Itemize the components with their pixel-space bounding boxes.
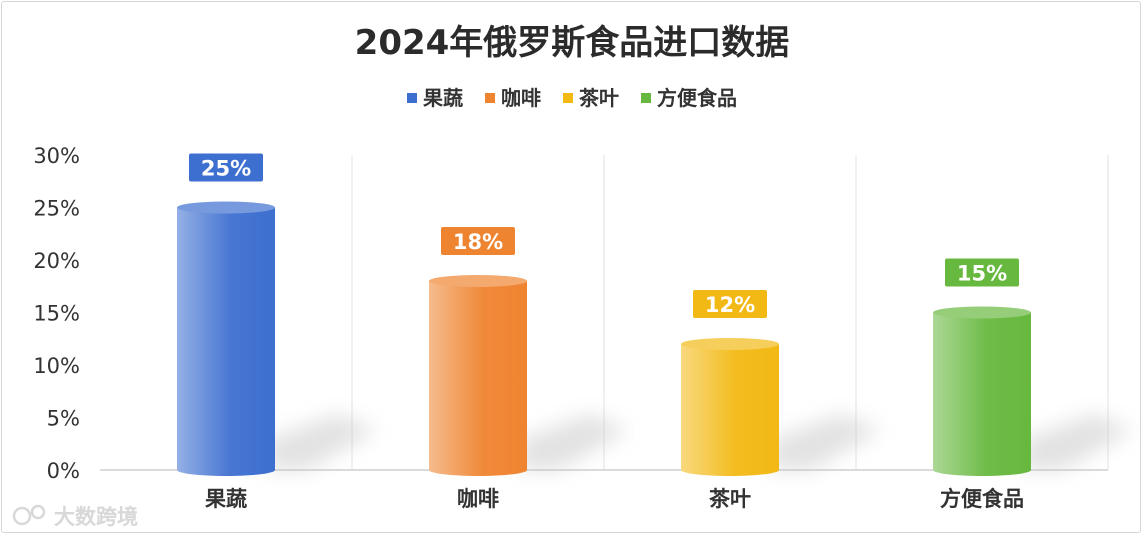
- bar-shadow: [1023, 414, 1133, 470]
- y-tick-label: 5%: [47, 407, 80, 431]
- value-label-box: [189, 153, 263, 182]
- value-label-box: [945, 258, 1019, 287]
- bar-shadow: [267, 414, 377, 470]
- legend-item: 咖啡: [485, 86, 541, 110]
- value-label: 25%: [201, 157, 251, 181]
- bar-cap: [429, 275, 527, 287]
- y-tick-label: 15%: [33, 302, 80, 326]
- y-tick-label: 25%: [33, 197, 80, 221]
- y-tick-label: 20%: [33, 249, 80, 273]
- value-label: 12%: [705, 293, 755, 317]
- x-tick-label: 果蔬: [205, 487, 247, 511]
- bar-body: [429, 281, 527, 476]
- value-label: 15%: [957, 262, 1007, 286]
- bars: 25% 18% 12% 15%: [177, 153, 1133, 476]
- x-axis: 果蔬 咖啡 茶叶 方便食品: [205, 487, 1024, 511]
- watermark-text: 大数跨境: [54, 505, 138, 529]
- value-label: 18%: [453, 230, 503, 254]
- bar: 25%: [177, 153, 377, 476]
- bar: 12%: [681, 290, 881, 476]
- bar-body: [681, 344, 779, 476]
- bar-body: [933, 312, 1031, 476]
- bar: 18%: [429, 227, 629, 476]
- legend-item: 果蔬: [407, 86, 463, 110]
- bar: 15%: [933, 258, 1133, 476]
- watermark-logo-icon: [12, 506, 32, 526]
- chart-title: 2024年俄罗斯食品进口数据: [355, 23, 790, 63]
- y-axis: 0% 5% 10% 15% 20% 25% 30%: [33, 144, 80, 483]
- legend-label: 咖啡: [501, 86, 541, 110]
- legend-swatch: [563, 93, 573, 103]
- x-tick-label: 茶叶: [709, 487, 751, 511]
- legend-label: 茶叶: [579, 86, 619, 110]
- bar-body: [177, 207, 275, 476]
- y-tick-label: 0%: [47, 459, 80, 483]
- watermark: 大数跨境: [12, 504, 138, 529]
- legend-label: 方便食品: [657, 86, 737, 110]
- y-tick-label: 10%: [33, 354, 80, 378]
- legend: 果蔬 咖啡 茶叶 方便食品: [407, 86, 737, 110]
- bar-cap: [933, 306, 1031, 319]
- bar-cap: [681, 338, 779, 350]
- bar-shadow: [771, 414, 881, 470]
- legend-swatch: [485, 93, 495, 103]
- x-tick-label: 咖啡: [457, 487, 499, 511]
- y-tick-label: 30%: [33, 144, 80, 168]
- x-tick-label: 方便食品: [940, 487, 1024, 511]
- legend-item: 茶叶: [563, 86, 619, 110]
- bar-cap: [177, 201, 275, 214]
- watermark-logo-icon-2: [30, 504, 46, 520]
- legend-swatch: [407, 93, 417, 103]
- legend-label: 果蔬: [423, 86, 463, 110]
- value-label-box: [441, 227, 515, 255]
- value-label-box: [693, 290, 767, 318]
- legend-item: 方便食品: [641, 86, 737, 110]
- legend-swatch: [641, 93, 651, 103]
- bar-shadow: [519, 414, 629, 470]
